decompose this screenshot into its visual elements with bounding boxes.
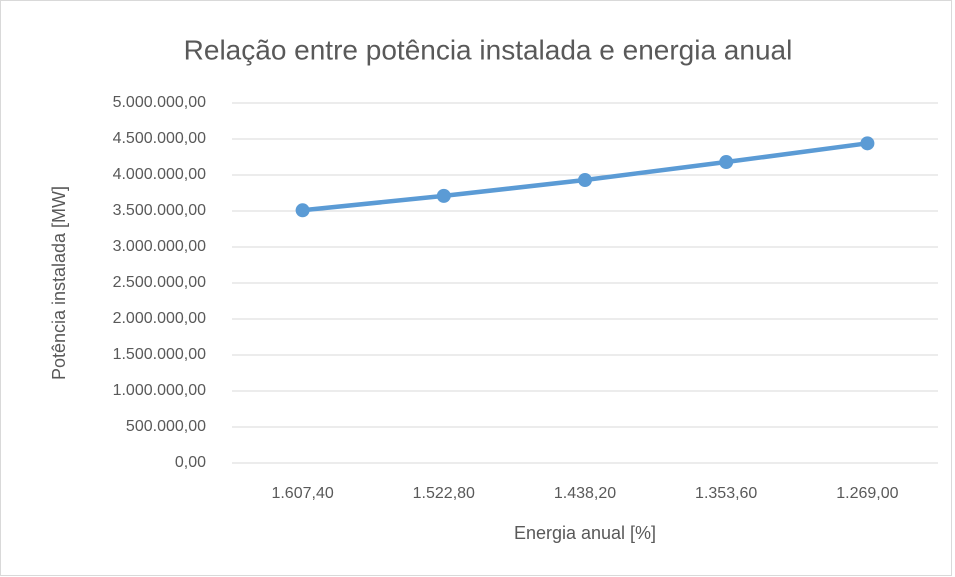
x-tick-label: 1.607,40 — [271, 485, 333, 502]
y-tick-label: 500.000,00 — [126, 418, 206, 435]
data-point — [719, 155, 734, 170]
x-axis-title: Energia anual [%] — [514, 523, 656, 543]
y-tick-label: 4.000.000,00 — [113, 166, 207, 183]
chart-title: Relação entre potência instalada e energ… — [184, 34, 793, 65]
x-tick-label: 1.522,80 — [413, 485, 475, 502]
y-tick-label: 4.500.000,00 — [113, 130, 207, 147]
x-tick-label: 1.269,00 — [836, 485, 898, 502]
x-tick-label: 1.438,20 — [554, 485, 616, 502]
data-point — [295, 203, 310, 218]
data-point — [860, 136, 875, 151]
y-tick-label: 2.000.000,00 — [113, 310, 207, 327]
y-tick-label: 3.500.000,00 — [113, 202, 207, 219]
y-tick-label: 0,00 — [175, 454, 206, 471]
y-axis-title: Potência instalada [MW] — [49, 186, 69, 380]
x-tick-label: 1.353,60 — [695, 485, 757, 502]
y-tick-label: 5.000.000,00 — [113, 94, 207, 111]
y-tick-label: 1.000.000,00 — [113, 382, 207, 399]
data-point — [436, 188, 451, 203]
data-point — [578, 173, 592, 188]
y-tick-label: 1.500.000,00 — [113, 346, 207, 363]
y-tick-label: 2.500.000,00 — [113, 274, 207, 291]
y-tick-label: 3.000.000,00 — [113, 238, 207, 255]
